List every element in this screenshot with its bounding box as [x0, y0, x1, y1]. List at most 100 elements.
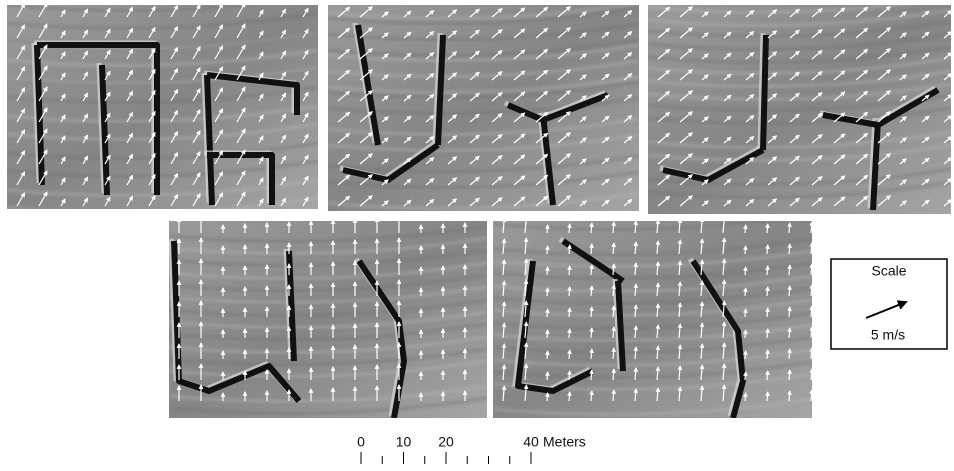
- velocity-arrow: [513, 70, 526, 81]
- velocity-arrow: [601, 178, 610, 186]
- map-panel: [328, 5, 639, 211]
- velocity-arrow: [214, 150, 224, 165]
- velocity-arrow: [877, 111, 891, 123]
- velocity-arrow: [544, 350, 550, 360]
- velocity-arrow: [745, 51, 755, 60]
- velocity-arrow: [523, 221, 529, 234]
- map-panel: [648, 5, 951, 214]
- velocity-arrow: [877, 132, 891, 144]
- terrain-ridge: [328, 191, 639, 211]
- velocity-arrow: [655, 240, 661, 255]
- velocity-arrow: [699, 238, 705, 255]
- velocity-arrow: [302, 133, 309, 144]
- scale-title: Scale: [871, 263, 906, 279]
- velocity-arrow: [425, 198, 435, 207]
- velocity-arrow: [337, 69, 351, 81]
- panels: [7, 5, 951, 418]
- velocity-arrow: [877, 174, 891, 186]
- velocity-arrow: [381, 179, 389, 186]
- velocity-arrow: [523, 384, 529, 402]
- velocity-arrow: [359, 27, 373, 39]
- velocity-arrow: [767, 135, 778, 144]
- velocity-arrow: [469, 176, 480, 186]
- velocity-arrow: [833, 28, 846, 39]
- velocity-arrow: [447, 72, 458, 81]
- velocity-arrow: [491, 176, 503, 186]
- terrain-ridge: [493, 237, 812, 257]
- velocity-arrow: [943, 30, 951, 39]
- velocity-arrow: [601, 136, 610, 144]
- terrain-feature: [540, 114, 556, 206]
- velocity-arrow: [745, 30, 755, 39]
- velocity-arrow: [280, 197, 287, 207]
- velocity-arrow: [943, 198, 951, 207]
- velocity-arrow: [811, 92, 823, 102]
- velocity-arrow: [381, 11, 389, 18]
- velocity-arrow: [359, 195, 373, 207]
- velocity-arrow: [214, 108, 224, 123]
- velocity-arrow: [523, 279, 529, 297]
- velocity-arrow: [469, 50, 480, 60]
- velocity-arrow: [148, 110, 156, 123]
- velocity-arrow: [811, 8, 823, 18]
- map-panel: [7, 5, 318, 209]
- velocity-arrow: [192, 151, 201, 165]
- velocity-arrow: [447, 30, 458, 39]
- velocity-arrow: [623, 72, 633, 81]
- velocity-arrow: [469, 155, 480, 165]
- velocity-arrow: [721, 321, 727, 339]
- velocity-arrow: [557, 48, 571, 60]
- velocity-arrow: [126, 27, 134, 39]
- velocity-arrow: [491, 29, 503, 39]
- velocity-arrow: [655, 303, 661, 318]
- velocity-arrow: [258, 114, 264, 123]
- velocity-arrow: [501, 343, 507, 360]
- velocity-arrow: [745, 135, 755, 144]
- velocity-arrow: [623, 135, 633, 144]
- velocity-arrow: [403, 94, 412, 102]
- velocity-arrow: [611, 242, 617, 255]
- velocity-arrow: [535, 69, 549, 81]
- velocity-arrow: [104, 175, 111, 186]
- velocity-arrow: [589, 222, 594, 234]
- terrain-ridge: [493, 221, 774, 232]
- velocity-arrow: [811, 134, 823, 144]
- velocity-arrow: [655, 345, 661, 360]
- velocity-arrow: [877, 48, 891, 60]
- velocity-arrow: [501, 259, 507, 276]
- velocity-arrow: [811, 197, 823, 207]
- velocity-arrow: [82, 92, 89, 102]
- velocity-arrow: [170, 46, 179, 60]
- map-panel: [493, 221, 812, 418]
- velocity-arrow: [280, 8, 287, 18]
- velocity-arrow: [677, 239, 683, 255]
- terrain-ridge: [328, 5, 636, 21]
- velocity-arrow: [258, 72, 264, 81]
- velocity-arrow: [745, 198, 755, 207]
- velocity-arrow: [535, 174, 549, 186]
- velocity-arrow: [745, 114, 755, 123]
- velocity-arrow: [192, 46, 201, 60]
- velocity-arrow: [633, 262, 639, 276]
- velocity-arrow: [258, 93, 264, 102]
- velocity-arrow: [633, 346, 639, 360]
- velocity-arrow: [589, 369, 594, 381]
- velocity-arrow: [579, 158, 587, 165]
- velocity-arrow: [425, 72, 435, 81]
- terrain-ridge: [648, 82, 951, 102]
- velocity-arrow: [403, 10, 412, 18]
- terrain-feature: [822, 87, 940, 128]
- velocity-arrow: [579, 116, 587, 123]
- velocity-arrow: [765, 370, 770, 381]
- velocity-arrow: [701, 116, 709, 123]
- velocity-arrow: [38, 86, 48, 102]
- velocity-arrow: [787, 222, 792, 234]
- velocity-arrow: [126, 153, 134, 165]
- velocity-arrow: [943, 135, 951, 144]
- velocity-arrow: [425, 156, 435, 165]
- velocity-arrow: [381, 158, 389, 165]
- velocity-arrow: [148, 68, 156, 81]
- velocity-arrow: [657, 27, 671, 39]
- terrain-feature: [207, 152, 275, 205]
- velocity-arrow: [148, 131, 156, 144]
